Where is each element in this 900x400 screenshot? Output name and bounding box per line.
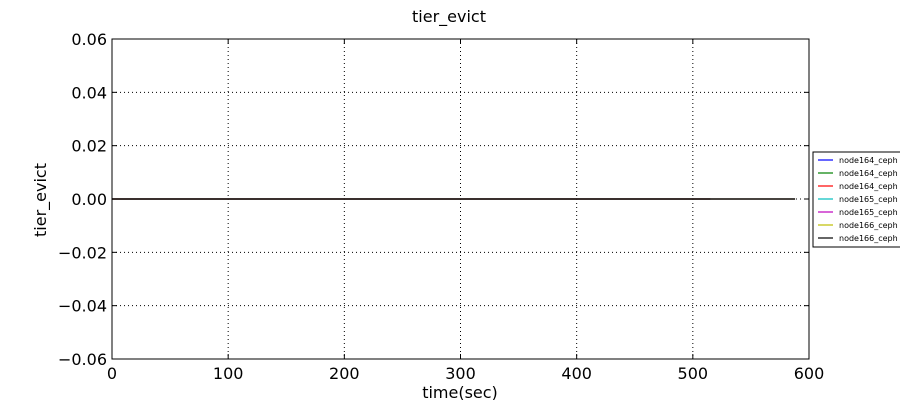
y-axis-label: tier_evict [31,163,51,237]
legend-label: node166_ceph [839,234,898,243]
x-tick-label: 500 [678,364,709,383]
y-tick-label: 0.02 [71,137,107,156]
x-tick-label: 200 [329,364,360,383]
legend-label: node164_ceph [839,156,898,165]
x-tick-label: 600 [794,364,825,383]
y-tick-label: 0.00 [71,190,107,209]
legend-label: node164_ceph [839,169,898,178]
y-tick-label: 0.04 [71,83,107,102]
x-axis: 0 100 200 300 400 500 600 [107,39,824,383]
x-axis-label: time(sec) [422,383,498,400]
legend: node164_ceph node164_ceph node164_cephnode… [812,151,900,248]
y-tick-label: −0.04 [58,297,107,316]
x-tick-label: 300 [445,364,476,383]
y-tick-label: −0.06 [58,350,107,369]
legend-label: node166_ceph [839,221,898,230]
y-tick-label: −0.02 [58,243,107,262]
x-tick-label: 400 [561,364,592,383]
legend-label: node165_ceph [839,195,898,204]
legend-label: node165_ceph [839,208,898,217]
y-tick-label: 0.06 [71,30,107,49]
x-tick-label: 0 [107,364,117,383]
chart-title: tier_evict [412,7,486,27]
y-axis: −0.06 −0.04 −0.02 0.00 0.02 0.04 0.06 [58,30,809,369]
x-tick-label: 100 [213,364,244,383]
legend-label: node164_ceph [839,182,898,191]
